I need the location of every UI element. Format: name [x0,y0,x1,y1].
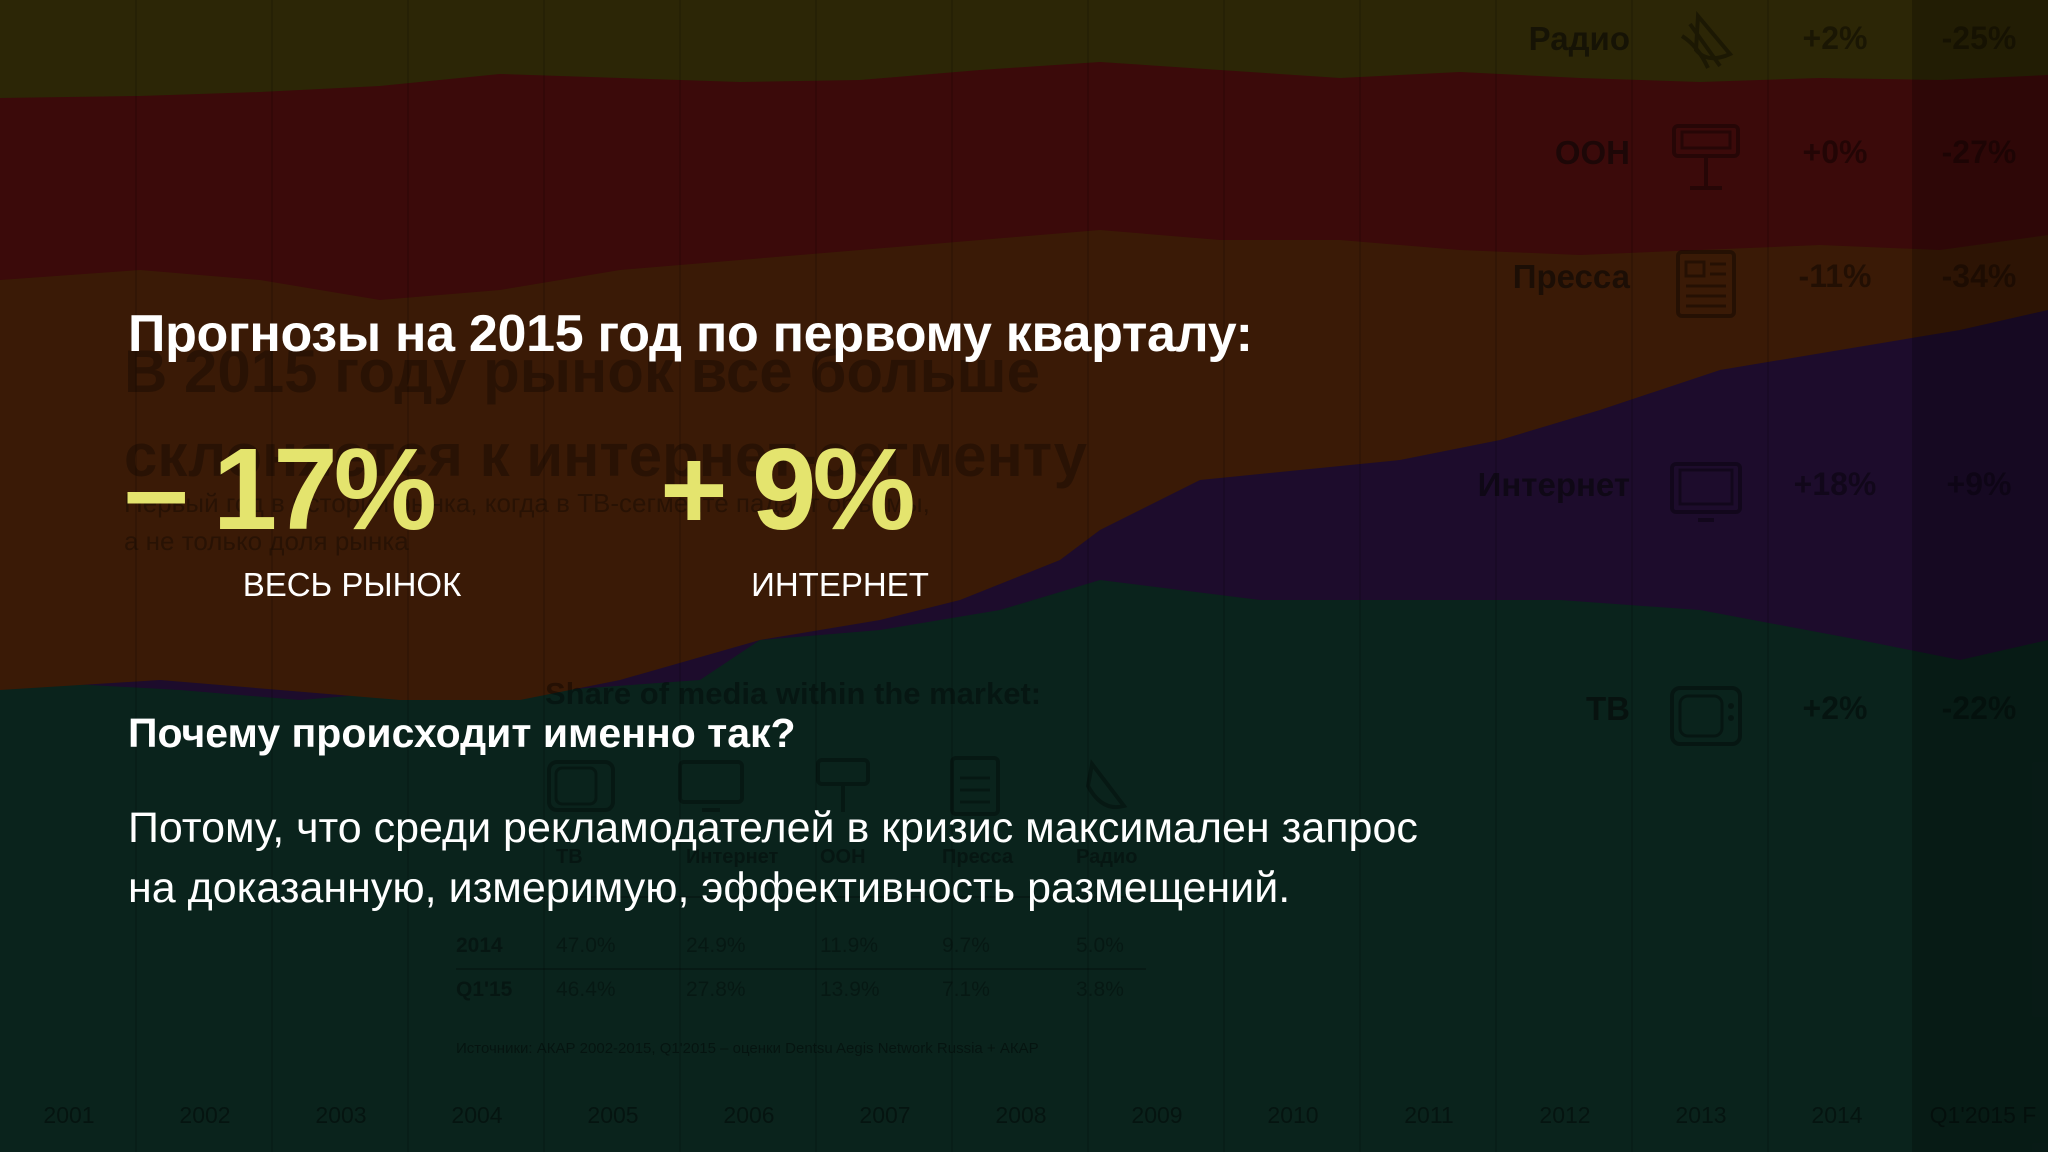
background-sub-line: а не только доля рынка [124,526,409,556]
answer-line: Потому, что среди рекламодателей в кризи… [128,804,1418,852]
year-label: 2008 [995,1102,1047,1128]
share-table-row-label: 2014 [456,934,503,957]
tv-icon [1670,686,1742,746]
share-table-cell: 47.0% [556,934,616,957]
share-table-cell: 7.1% [942,978,990,1001]
share-table-divider [456,968,1146,970]
share-table-cell: 46.4% [556,978,616,1001]
stat-internet-value: + 9% [660,424,916,554]
media-year-change: -34% [1941,258,2017,294]
year-label: 2003 [315,1102,367,1128]
share-table-header: Интернет [686,846,779,868]
stat-market-value: – 17% [124,424,437,554]
share-table-header: Радио [1076,846,1138,868]
stat-market-label: ВЕСЬ РЫНОК [242,566,462,603]
media-q1-change: +2% [1802,690,1868,726]
media-q1-change: +2% [1802,20,1868,56]
media-year-change: -25% [1941,20,2017,56]
share-table-cell: 27.8% [686,978,746,1001]
background-subheading: Первый год в истории рынка, когда в ТВ-с… [124,484,930,560]
forecast-column [1912,0,2048,1152]
billboard-icon [1672,124,1740,190]
background-sub-line: Первый год в истории рынка, когда в ТВ-с… [124,488,930,518]
answer-line: на доказанную, измеримую, эффективность … [128,864,1291,912]
share-table-header: Пресса [942,846,1014,868]
year-label: 2011 [1404,1102,1454,1128]
radio-area [0,0,2048,98]
newspaper-icon [1676,250,1736,318]
share-table-header: ТВ [556,846,583,868]
share-table-row-label: Q1'15 [456,978,513,1001]
page-title: Прогнозы на 2015 год по первому кварталу… [128,305,1253,363]
year-label: 2010 [1267,1102,1319,1128]
media-q1-change: -11% [1798,258,1872,294]
share-table-header: OOH [820,846,866,868]
year-label: 2004 [451,1102,503,1128]
radio-icon [1085,759,1128,809]
monitor-icon [678,760,744,812]
share-table-title: Share of media within the market: [545,676,1042,711]
share-table-cell: 5.0% [1076,934,1124,957]
share-table-cell: 11.9% [820,934,878,957]
year-label: 2014 [1811,1102,1863,1128]
media-name: OOH [1554,134,1630,171]
answer-text: Потому, что среди рекламодателей в кризи… [128,798,1628,918]
question-heading: Почему происходит именно так? [128,710,796,756]
media-name: Пресса [1512,258,1630,295]
share-table-cell: 9.7% [942,934,990,957]
share-table-cell: 24.9% [686,934,746,957]
media-name: Интернет [1477,466,1630,503]
media-year-change: -22% [1941,690,2017,726]
stat-internet-label: ИНТЕРНЕТ [751,566,929,603]
year-label: 2013 [1675,1102,1727,1128]
share-table-cell: 13.9% [820,978,880,1001]
year-label: 2006 [723,1102,775,1128]
media-q1-change: +0% [1802,134,1868,170]
year-label: 2002 [179,1102,231,1128]
radio-icon [1680,10,1734,69]
year-label: 2005 [587,1102,639,1128]
year-gridlines [135,0,1769,1152]
year-label: Q1'2015 F [1929,1102,2037,1128]
media-name: ТВ [1586,690,1630,727]
year-label: 2012 [1539,1102,1591,1128]
media-year-change: -27% [1941,134,2017,170]
share-table-source: Источники: АКАР 2002-2015, Q1'2015 – оце… [456,1040,1039,1057]
tv-icon [547,760,615,812]
year-label: 2009 [1131,1102,1183,1128]
year-label: 2007 [859,1102,911,1128]
media-year-change: +9% [1946,466,2012,502]
background-heading-line: В 2015 году рынок все больше [124,338,1040,405]
monitor-icon [1670,462,1742,522]
background-heading: В 2015 году рынок все больше склоняется … [124,330,1087,498]
media-name: Радио [1528,20,1630,57]
newspaper-icon [950,756,1000,816]
media-q1-change: +18% [1793,466,1877,502]
share-table-divider [456,896,1146,898]
share-table-cell: 3.8% [1076,978,1124,1001]
year-label: 2001 [43,1102,95,1128]
background-heading-line: склоняется к интернет-сегменту [124,422,1087,489]
billboard-icon [816,758,870,812]
